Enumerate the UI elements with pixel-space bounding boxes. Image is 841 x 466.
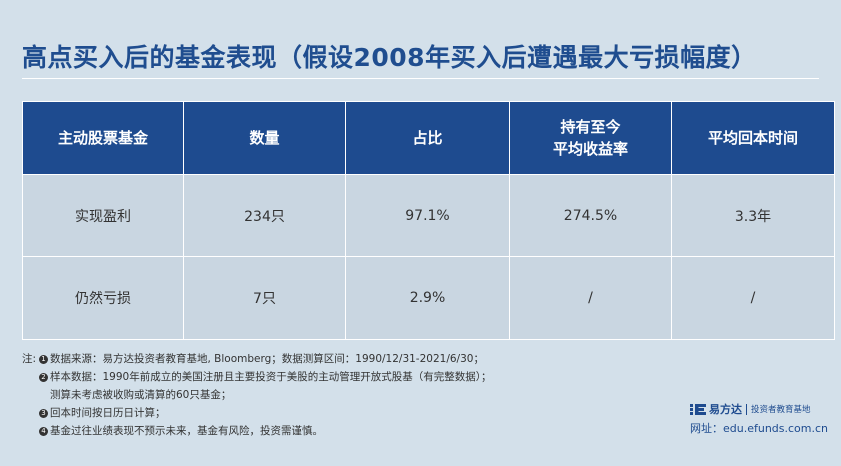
cell-status: 仍然亏损: [22, 256, 184, 340]
header-avg-return: 持有至今 平均收益率: [509, 101, 672, 175]
cell-status: 实现盈利: [22, 174, 184, 257]
title-divider: [22, 78, 819, 79]
footnote-prefix: 注:: [22, 353, 37, 365]
footnote-text: 测算未考虑被收购或清算的60只基金；: [50, 389, 232, 401]
cell-count: 234只: [183, 174, 346, 257]
cell-avg-return: 274.5%: [509, 174, 672, 257]
footnote-number-badge: 3: [39, 408, 48, 418]
footnote-text: 回本时间按日历日计算；: [50, 407, 166, 419]
cell-recovery-time: /: [671, 256, 835, 340]
cell-ratio: 97.1%: [345, 174, 510, 257]
header-fund-type: 主动股票基金: [22, 101, 184, 175]
cell-ratio: 2.9%: [345, 256, 510, 340]
footnote-text: 基金过往业绩表现不预示未来，基金有风险，投资需谨慎。: [50, 425, 323, 437]
table-row: 仍然亏损 7只 2.9% / /: [22, 256, 835, 340]
footnote-continuation: 测算未考虑被收购或清算的60只基金；: [22, 386, 491, 404]
header-ratio: 占比: [345, 101, 510, 175]
footnote-number-badge: 4: [39, 426, 48, 436]
brand-separator: [746, 403, 747, 415]
footnote-number-badge: 1: [39, 354, 48, 364]
cell-avg-return: /: [509, 256, 672, 340]
header-avg-recovery-time: 平均回本时间: [671, 101, 835, 175]
fund-performance-table: 主动股票基金 数量 占比 持有至今 平均收益率 平均回本时间 实现盈利 234只…: [22, 101, 835, 340]
cell-recovery-time: 3.3年: [671, 174, 835, 257]
footnote-number-badge: 2: [39, 372, 48, 382]
page-title: 高点买入后的基金表现（假设2008年买入后遭遇最大亏损幅度）: [22, 43, 757, 72]
footnote-item: 注: 1 数据来源：易方达投资者教育基地, Bloomberg；数据测算区间：1…: [22, 350, 491, 368]
table-row: 实现盈利 234只 97.1% 274.5% 3.3年: [22, 174, 835, 257]
footnote-item: 4 基金过往业绩表现不预示未来，基金有风险，投资需谨慎。: [22, 422, 491, 440]
footnote-item: 2 样本数据：1990年前成立的美国注册且主要投资于美股的主动管理开放式股基（有…: [22, 368, 491, 386]
table-header-row: 主动股票基金 数量 占比 持有至今 平均收益率 平均回本时间: [22, 101, 835, 175]
footnote-text: 样本数据：1990年前成立的美国注册且主要投资于美股的主动管理开放式股基（有完整…: [50, 371, 492, 383]
brand-block: 易方达 投资者教育基地: [690, 401, 820, 417]
efunds-logo-icon: [690, 403, 706, 415]
cell-count: 7只: [183, 256, 346, 340]
footnotes: 注: 1 数据来源：易方达投资者教育基地, Bloomberg；数据测算区间：1…: [22, 350, 491, 440]
brand-tagline: 投资者教育基地: [751, 405, 811, 415]
footnote-text: 数据来源：易方达投资者教育基地, Bloomberg；数据测算区间：1990/1…: [50, 353, 484, 365]
website-link[interactable]: 网址：edu.efunds.com.cn: [690, 422, 829, 435]
brand-name: 易方达: [709, 403, 742, 416]
header-count: 数量: [183, 101, 346, 175]
footnote-item: 3 回本时间按日历日计算；: [22, 404, 491, 422]
